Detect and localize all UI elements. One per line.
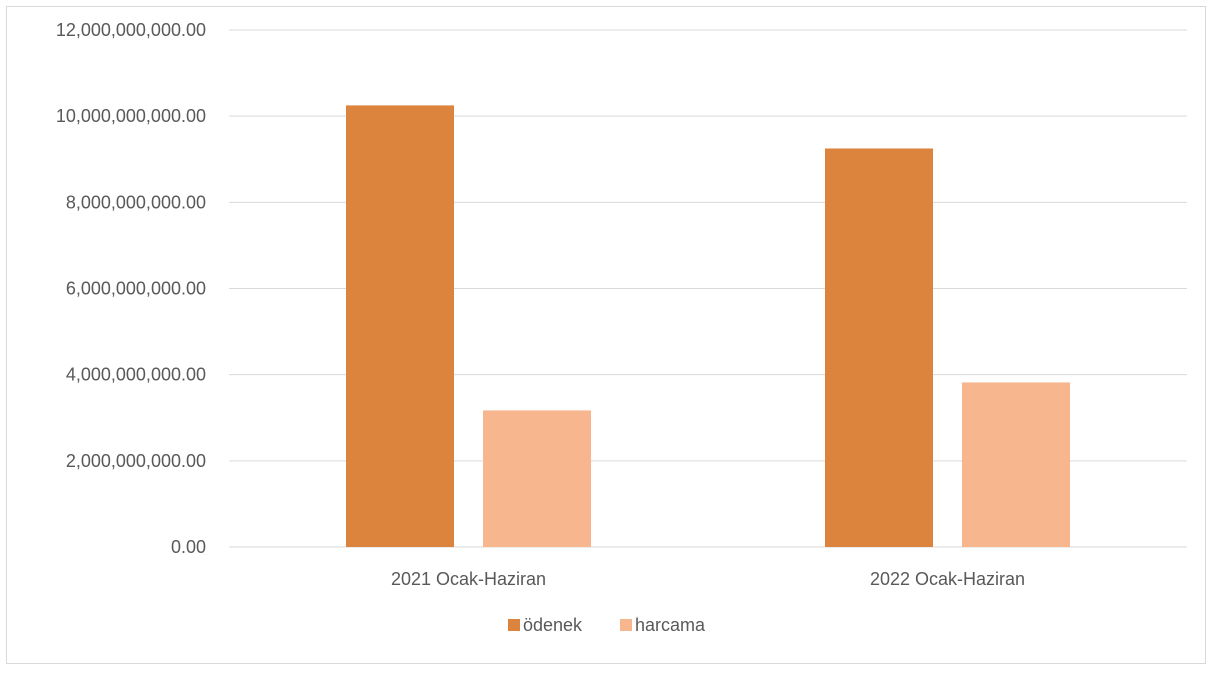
x-category-label: 2021 Ocak-Haziran [391,569,546,589]
legend-label: ödenek [523,615,583,635]
y-tick-label: 0.00 [171,537,206,557]
legend-label: harcama [635,615,706,635]
y-tick-label: 10,000,000,000.00 [56,106,206,126]
bar-ödenek [346,105,454,547]
x-axis-categories: 2021 Ocak-Haziran 2022 Ocak-Haziran [391,569,1025,589]
y-tick-label: 8,000,000,000.00 [66,192,206,212]
y-tick-label: 12,000,000,000.00 [56,20,206,40]
y-axis-ticks: 0.00 2,000,000,000.00 4,000,000,000.00 6,00… [56,20,206,557]
legend-swatch [508,619,520,631]
legend: ödenek harcama [508,615,706,635]
bars [346,105,1070,547]
y-tick-label: 2,000,000,000.00 [66,451,206,471]
bar-ödenek [825,148,933,547]
x-category-label: 2022 Ocak-Haziran [870,569,1025,589]
bar-harcama [962,382,1070,547]
legend-swatch [620,619,632,631]
bar-harcama [483,410,591,547]
y-tick-label: 6,000,000,000.00 [66,279,206,299]
y-tick-label: 4,000,000,000.00 [66,365,206,385]
